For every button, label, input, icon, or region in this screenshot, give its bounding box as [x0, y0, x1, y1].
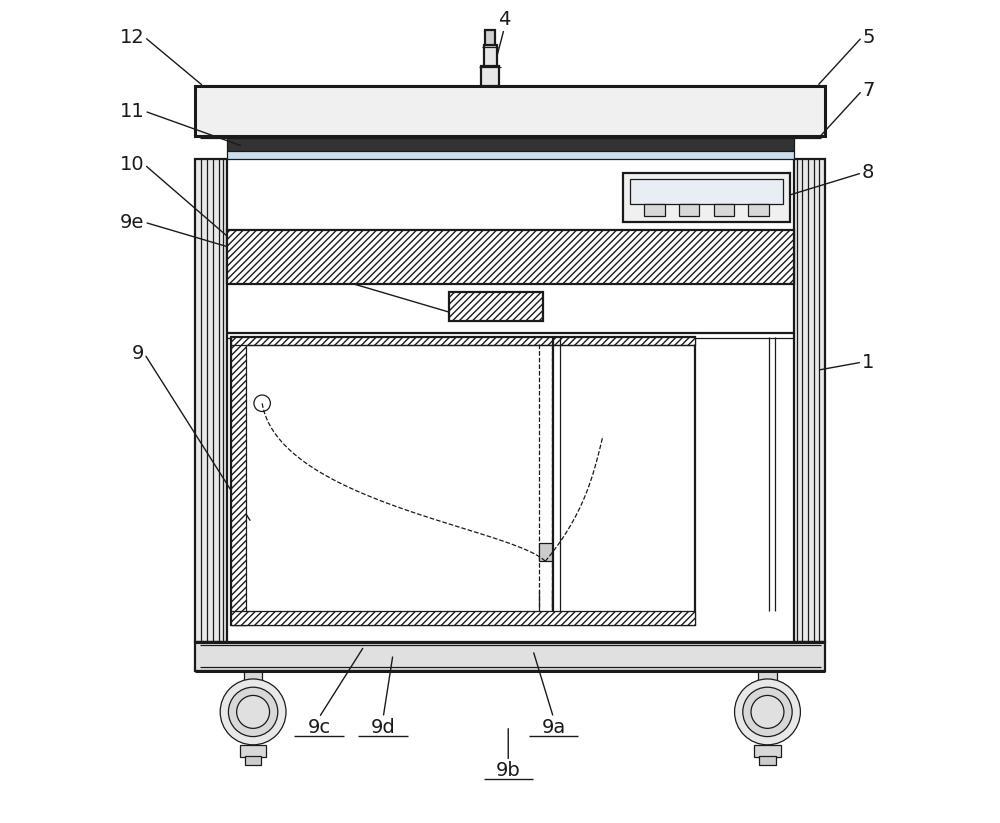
- Circle shape: [220, 679, 286, 745]
- Bar: [754, 745, 781, 757]
- Text: 10: 10: [120, 155, 144, 174]
- Bar: [630, 179, 783, 204]
- Text: 9: 9: [132, 344, 144, 364]
- Bar: [231, 337, 695, 625]
- Text: 1: 1: [862, 352, 874, 372]
- Bar: [679, 204, 699, 216]
- Bar: [539, 543, 552, 561]
- Circle shape: [228, 687, 278, 737]
- Circle shape: [735, 679, 800, 745]
- Bar: [227, 138, 794, 151]
- Text: 11: 11: [120, 101, 144, 121]
- Bar: [195, 159, 227, 642]
- Bar: [449, 292, 543, 321]
- Bar: [484, 45, 497, 66]
- Bar: [231, 337, 246, 625]
- Text: 7: 7: [862, 81, 874, 100]
- Bar: [227, 230, 794, 284]
- Text: 8: 8: [862, 163, 874, 183]
- Text: 9b: 9b: [496, 761, 521, 780]
- Bar: [195, 642, 825, 671]
- Text: 9c: 9c: [307, 718, 331, 737]
- Bar: [195, 86, 825, 136]
- Bar: [227, 151, 794, 159]
- Bar: [245, 756, 261, 765]
- Bar: [231, 337, 695, 345]
- Bar: [481, 66, 499, 86]
- Bar: [794, 159, 825, 642]
- Bar: [231, 611, 695, 625]
- Text: 4: 4: [498, 10, 510, 29]
- Bar: [748, 204, 769, 216]
- Text: 9d: 9d: [371, 718, 396, 737]
- Text: 12: 12: [120, 27, 144, 47]
- Bar: [623, 173, 790, 222]
- Circle shape: [751, 695, 784, 728]
- Bar: [759, 756, 776, 765]
- Bar: [244, 671, 262, 689]
- Bar: [240, 745, 266, 757]
- Bar: [758, 671, 777, 689]
- Bar: [714, 204, 734, 216]
- Bar: [644, 204, 665, 216]
- Text: 9a: 9a: [541, 718, 566, 737]
- Circle shape: [743, 687, 792, 737]
- Bar: [485, 30, 495, 45]
- Text: 9e: 9e: [120, 212, 144, 232]
- Circle shape: [237, 695, 270, 728]
- Text: 5: 5: [862, 27, 875, 47]
